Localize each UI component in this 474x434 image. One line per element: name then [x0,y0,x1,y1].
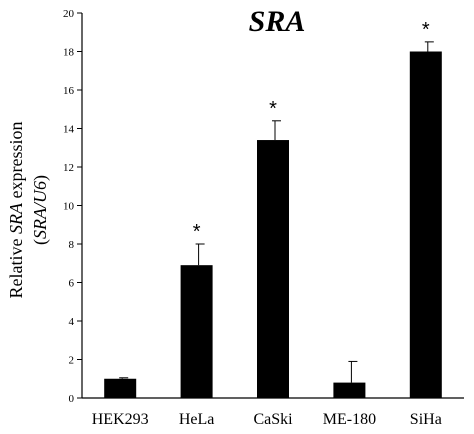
y-ticks: 0 2 4 6 8 10 12 14 16 18 20 [63,8,82,405]
y-tick-label: 10 [63,201,75,213]
y-axis-sublabel-post: ) [30,175,51,181]
y-tick-label: 20 [63,8,75,20]
y-axis-sublabel: (SRA/U6) [30,175,51,245]
chart-title: SRA [249,5,306,38]
category-label: CaSki [253,411,293,428]
y-tick-label: 2 [69,355,75,367]
error-bars [119,41,434,383]
y-tick-label: 4 [69,316,75,328]
significance-star: * [193,221,201,243]
y-axis-label: Relative SRA expression [6,122,26,299]
bar [257,140,289,399]
y-tick-label: 6 [69,278,75,290]
category-label: ME-180 [323,411,376,428]
category-labels: HEK293 HeLa CaSki ME-180 SiHa [92,411,442,428]
category-label: HeLa [179,411,215,428]
y-tick-label: 18 [63,47,75,59]
bar [104,378,137,398]
bar [333,382,366,398]
y-axis-label-pre: Relative [6,234,26,298]
y-axis-sublabel-pre: ( [30,239,51,245]
significance-star: * [422,19,430,41]
category-label: HEK293 [92,411,149,428]
significance-star: * [269,98,277,120]
y-tick-label: 0 [69,393,75,405]
y-tick-label: 16 [63,85,75,97]
y-tick-label: 12 [63,162,74,174]
bar [409,51,442,398]
bars [104,51,442,399]
significance-marks: * * * [193,19,430,243]
y-axis-sublabel-italic: SRA/U6 [30,181,50,239]
y-tick-label: 14 [63,124,75,136]
bar [180,265,213,398]
y-tick-label: 8 [69,239,75,251]
category-label: SiHa [410,411,442,428]
y-axis-label-italic: SRA [6,202,26,234]
y-axis-label-post: expression [6,122,26,203]
